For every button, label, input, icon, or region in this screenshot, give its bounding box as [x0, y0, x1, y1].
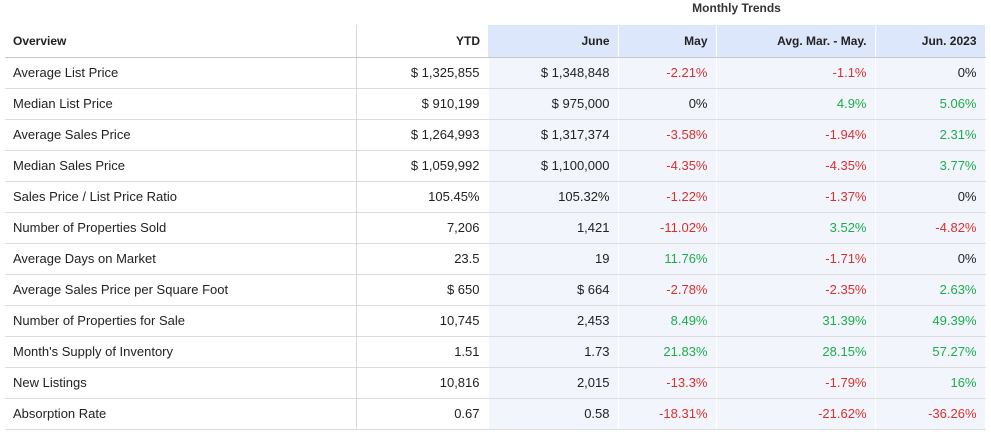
ytd-cell: $ 1,059,992	[356, 150, 489, 182]
june-cell: 1.73	[488, 336, 619, 368]
jun-2023-cell: 3.77%	[875, 150, 986, 182]
row-label: Median List Price	[5, 88, 357, 120]
header-avg-mar-may: Avg. Mar. - May.	[716, 25, 876, 58]
jun-2023-cell: 2.63%	[875, 274, 986, 306]
monthly-trends-title: Monthly Trends	[692, 1, 781, 15]
avg-mar-may-cell: -1.37%	[716, 181, 876, 213]
row-label: Average Days on Market	[5, 243, 357, 275]
may-cell: -13.3%	[618, 367, 717, 399]
may-cell: -2.78%	[618, 274, 717, 306]
table-row: Median List Price $ 910,199 $ 975,000 0% 4.9…	[5, 88, 986, 120]
jun-2023-cell: 2.31%	[875, 119, 986, 151]
ytd-cell: 23.5	[356, 243, 489, 275]
jun-2023-cell: 49.39%	[875, 305, 986, 337]
avg-mar-may-cell: 28.15%	[716, 336, 876, 368]
table-row: Average Days on Market 23.5 19 11.76% -1.71%…	[5, 243, 986, 275]
row-label: Average Sales Price per Square Foot	[5, 274, 357, 306]
jun-2023-cell: 57.27%	[875, 336, 986, 368]
may-cell: 21.83%	[618, 336, 717, 368]
row-label: Month's Supply of Inventory	[5, 336, 357, 368]
june-cell: $ 1,348,848	[488, 57, 619, 89]
ytd-cell: 1.51	[356, 336, 489, 368]
jun-2023-cell: 5.06%	[875, 88, 986, 120]
avg-mar-may-cell: -1.94%	[716, 119, 876, 151]
table-row: Average Sales Price per Square Foot $ 650…	[5, 274, 986, 306]
header-ytd: YTD	[356, 25, 488, 58]
may-cell: 11.76%	[618, 243, 717, 275]
june-cell: $ 975,000	[488, 88, 619, 120]
jun-2023-cell: 0%	[875, 57, 986, 89]
table-row: Number of Properties Sold 7,206 1,421 -11.0…	[5, 212, 986, 244]
ytd-cell: $ 1,264,993	[356, 119, 489, 151]
table-row: Month's Supply of Inventory 1.51 1.73 21.83…	[5, 336, 986, 368]
avg-mar-may-cell: 31.39%	[716, 305, 876, 337]
ytd-cell: 0.67	[356, 398, 489, 430]
june-cell: $ 664	[488, 274, 619, 306]
row-label: Average Sales Price	[5, 119, 357, 151]
may-cell: 0%	[618, 88, 717, 120]
row-label: Average List Price	[5, 57, 357, 89]
jun-2023-cell: 0%	[875, 243, 986, 275]
avg-mar-may-cell: -1.79%	[716, 367, 876, 399]
avg-mar-may-cell: -2.35%	[716, 274, 876, 306]
row-label: Number of Properties Sold	[5, 212, 357, 244]
table-row: Average List Price $ 1,325,855 $ 1,348,848…	[5, 57, 986, 89]
table-row: Absorption Rate 0.67 0.58 -18.31% -21.62% -36…	[5, 398, 986, 430]
ytd-cell: 105.45%	[356, 181, 489, 213]
jun-2023-cell: 16%	[875, 367, 986, 399]
header-may: May	[618, 25, 717, 58]
june-cell: $ 1,317,374	[488, 119, 619, 151]
may-cell: -2.21%	[618, 57, 717, 89]
market-stats-table: Overview YTD June May Avg. Mar. - May. J…	[5, 25, 986, 430]
avg-mar-may-cell: -4.35%	[716, 150, 876, 182]
may-cell: -1.22%	[618, 181, 717, 213]
may-cell: -4.35%	[618, 150, 717, 182]
jun-2023-cell: -36.26%	[875, 398, 986, 430]
avg-mar-may-cell: -1.71%	[716, 243, 876, 275]
may-cell: 8.49%	[618, 305, 717, 337]
table-row: Median Sales Price $ 1,059,992 $ 1,100,000…	[5, 150, 986, 182]
header-jun-2023: Jun. 2023	[875, 25, 986, 58]
june-cell: $ 1,100,000	[488, 150, 619, 182]
may-cell: -3.58%	[618, 119, 717, 151]
ytd-cell: $ 650	[356, 274, 489, 306]
table-row: Average Sales Price $ 1,264,993 $ 1,317,37…	[5, 119, 986, 151]
avg-mar-may-cell: 4.9%	[716, 88, 876, 120]
header-overview: Overview	[5, 25, 357, 58]
row-label: New Listings	[5, 367, 357, 399]
may-cell: -18.31%	[618, 398, 717, 430]
june-cell: 2,015	[488, 367, 619, 399]
header-june: June	[488, 25, 619, 58]
jun-2023-cell: 0%	[875, 181, 986, 213]
row-label: Sales Price / List Price Ratio	[5, 181, 357, 213]
ytd-cell: $ 1,325,855	[356, 57, 489, 89]
row-label: Median Sales Price	[5, 150, 357, 182]
avg-mar-may-cell: 3.52%	[716, 212, 876, 244]
june-cell: 105.32%	[488, 181, 619, 213]
june-cell: 19	[488, 243, 619, 275]
jun-2023-cell: -4.82%	[875, 212, 986, 244]
june-cell: 1,421	[488, 212, 619, 244]
ytd-cell: 10,745	[356, 305, 489, 337]
june-cell: 0.58	[488, 398, 619, 430]
row-label: Number of Properties for Sale	[5, 305, 357, 337]
table-body: Average List Price $ 1,325,855 $ 1,348,848…	[5, 57, 986, 430]
row-label: Absorption Rate	[5, 398, 357, 430]
ytd-cell: 10,816	[356, 367, 489, 399]
may-cell: -11.02%	[618, 212, 717, 244]
avg-mar-may-cell: -1.1%	[716, 57, 876, 89]
avg-mar-may-cell: -21.62%	[716, 398, 876, 430]
table-header-row: Overview YTD June May Avg. Mar. - May. J…	[5, 25, 986, 58]
table-row: New Listings 10,816 2,015 -13.3% -1.79% 16%	[5, 367, 986, 399]
ytd-cell: $ 910,199	[356, 88, 489, 120]
table-row: Number of Properties for Sale 10,745 2,453…	[5, 305, 986, 337]
table-row: Sales Price / List Price Ratio 105.45% 105…	[5, 181, 986, 213]
ytd-cell: 7,206	[356, 212, 489, 244]
june-cell: 2,453	[488, 305, 619, 337]
